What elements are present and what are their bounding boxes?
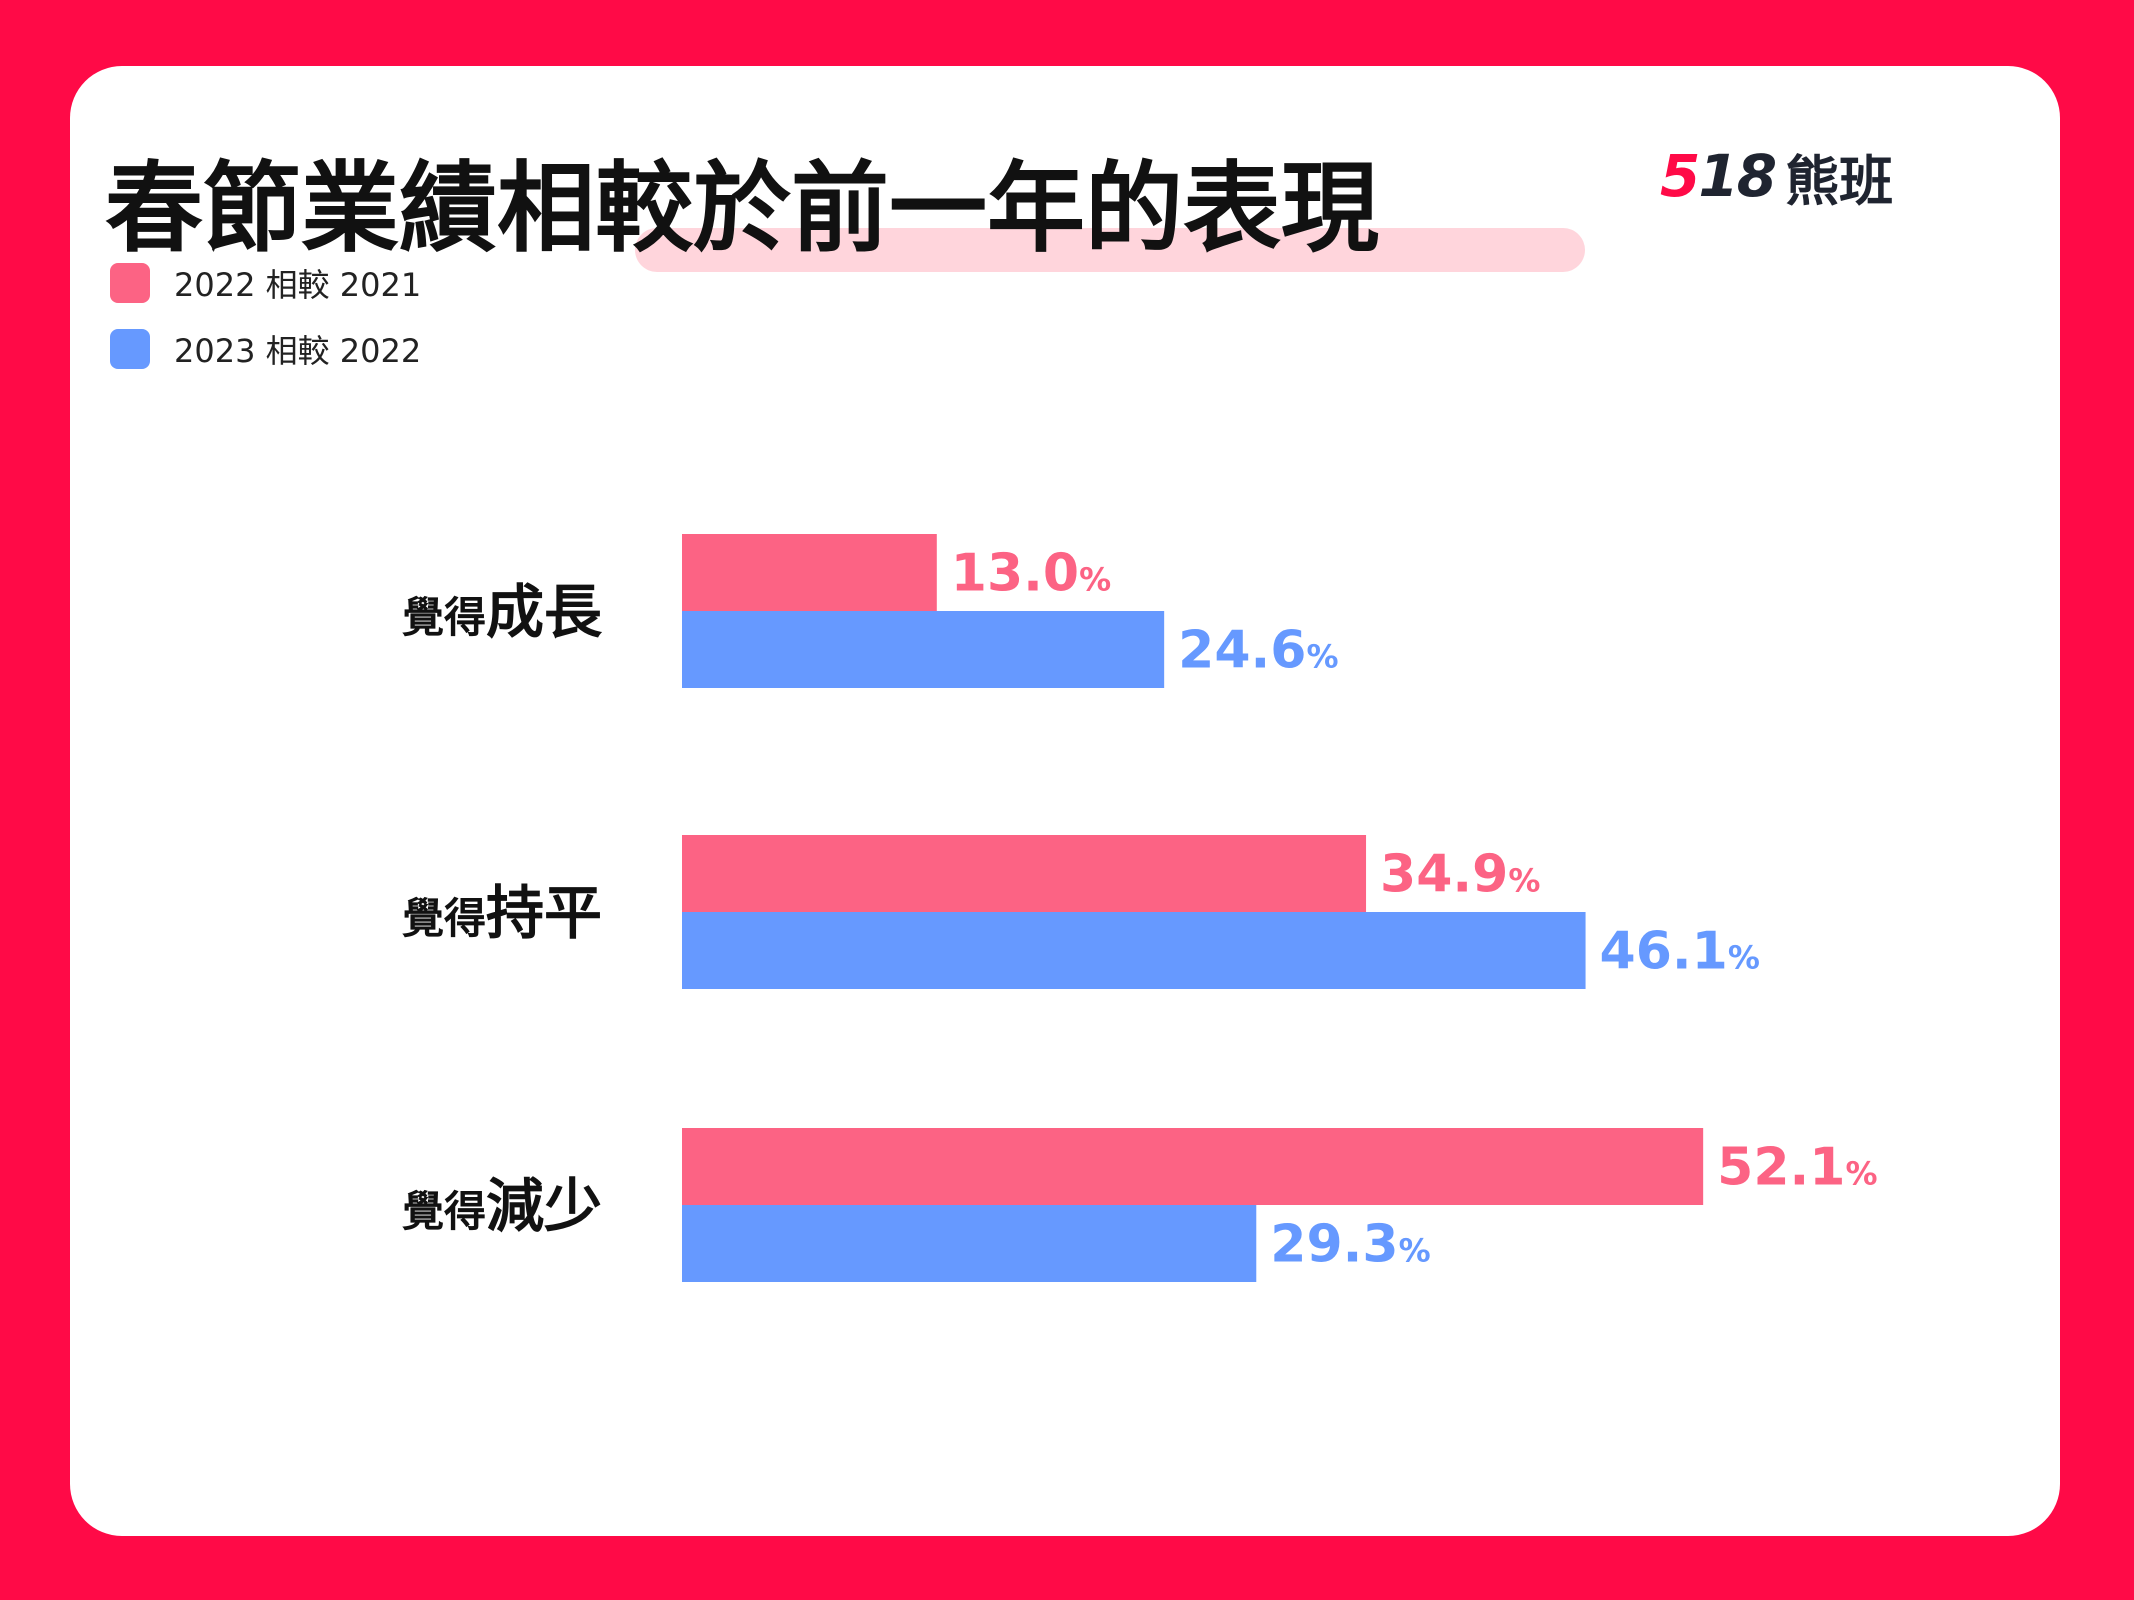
legend-label-2022: 2022 相較 2021: [174, 266, 422, 304]
title-area: 春節業績相較於前一年的表現: [105, 100, 1585, 310]
bar: [682, 912, 1586, 989]
bar: [682, 534, 937, 611]
category-label: 覺得減少: [402, 1172, 602, 1240]
category-main: 持平: [486, 879, 602, 947]
data-label-unit: %: [1399, 1232, 1431, 1270]
bar: [682, 835, 1367, 912]
data-label: 24.6%: [1178, 621, 1338, 681]
logo-number-rest: 18: [1698, 142, 1777, 210]
data-label-unit: %: [1508, 862, 1540, 900]
legend-swatch-2022: [110, 263, 150, 303]
title-highlight: [635, 228, 1585, 272]
data-label-value: 46.1: [1600, 922, 1728, 982]
brand-logo: 5 18 熊班: [1660, 138, 1893, 214]
legend-item-2022: 2022 相較 2021: [110, 262, 421, 304]
data-label-unit: %: [1306, 638, 1338, 676]
data-label: 52.1%: [1717, 1138, 1877, 1198]
category-prefix: 覺得: [402, 1187, 486, 1236]
data-label-value: 29.3: [1270, 1215, 1398, 1275]
category-prefix: 覺得: [402, 593, 486, 642]
data-label: 29.3%: [1270, 1215, 1430, 1275]
card: [70, 66, 2060, 1536]
category-label: 覺得持平: [402, 879, 602, 947]
data-label-unit: %: [1079, 561, 1111, 599]
data-label: 13.0%: [951, 544, 1111, 604]
legend-swatch-2023: [110, 329, 150, 369]
bar: [682, 1128, 1704, 1205]
page-title: 春節業績相較於前一年的表現: [105, 152, 1380, 266]
bar: [682, 1205, 1257, 1282]
data-label-value: 34.9: [1380, 845, 1508, 905]
logo-number-accent: 5: [1660, 142, 1700, 210]
category-main: 減少: [486, 1172, 602, 1240]
legend-item-2023: 2023 相較 2022: [110, 328, 421, 370]
category-label: 覺得成長: [402, 578, 603, 646]
category-main: 成長: [486, 578, 603, 646]
data-label: 34.9%: [1380, 845, 1540, 905]
data-label: 46.1%: [1600, 922, 1760, 982]
logo-text: 熊班: [1785, 149, 1894, 213]
bar: [682, 611, 1165, 688]
legend-label-2023: 2023 相較 2022: [174, 332, 422, 370]
data-label-unit: %: [1728, 939, 1760, 977]
data-label-unit: %: [1845, 1155, 1877, 1193]
data-label-value: 24.6: [1178, 621, 1306, 681]
data-label-value: 52.1: [1717, 1138, 1845, 1198]
category-prefix: 覺得: [402, 894, 486, 943]
legend: 2022 相較 2021 2023 相較 2022: [110, 262, 421, 394]
data-label-value: 13.0: [951, 544, 1079, 604]
